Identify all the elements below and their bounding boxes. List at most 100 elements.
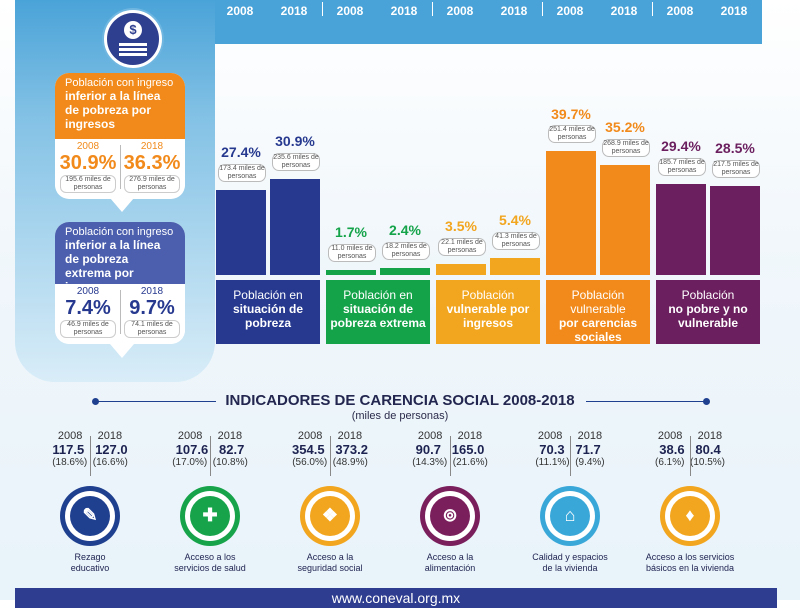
category-label: Población no pobre y no vulnerable — [656, 280, 760, 344]
water-tap-icon: ♦ — [660, 486, 720, 546]
people-label: 185.7 miles de personas — [658, 157, 706, 176]
category-label: Población vulnerable por ingresos — [436, 280, 540, 344]
indicator-caption: Acceso a la seguridad social — [297, 552, 363, 573]
year-label: 2018 — [140, 141, 164, 152]
year-label: 2008 — [666, 4, 694, 18]
income-poverty-panel: $ Población con ingreso inferior a la lí… — [15, 0, 215, 382]
bar-2008 — [326, 269, 376, 275]
card-label: Población con ingreso — [65, 77, 174, 89]
year-label: 2018 — [280, 4, 308, 18]
indicator-years: 2008 2018 — [177, 430, 243, 442]
category-label: Población en situación de pobreza extrema — [326, 280, 430, 344]
indicator-caption: Acceso a los servicios de salud — [174, 552, 246, 573]
value-label: 27.4% — [221, 143, 261, 160]
people-label: 11.0 miles de personas — [328, 243, 376, 262]
value-label: 29.4% — [661, 137, 701, 154]
year-label: 2018 — [720, 4, 748, 18]
money-coin-icon: $ — [104, 10, 162, 68]
indicator-percents: (14.3%) (21.6%) — [412, 457, 488, 468]
people-label: 41.3 miles de personas — [492, 232, 540, 251]
extreme-poverty-card: Población con ingreso inferior a la líne… — [55, 222, 185, 344]
card-header: Población con ingreso inferior a la líne… — [55, 222, 185, 294]
people-label: 173.4 miles de personas — [218, 163, 266, 182]
bar-2018 — [380, 267, 430, 275]
bar-2018 — [270, 178, 320, 275]
percent-value: 7.4% — [65, 297, 111, 319]
income-poverty-card: Población con ingreso inferior a la líne… — [55, 73, 185, 199]
indicator-percents: (56.0%) (48.9%) — [292, 457, 368, 468]
bar-2008 — [436, 264, 486, 275]
year-label: 2008 — [336, 4, 364, 18]
percent-value: 30.9% — [59, 152, 117, 174]
indicator-values: 90.7 165.0 — [415, 442, 485, 457]
bar-2018 — [710, 186, 760, 275]
year-label: 2008 — [76, 141, 100, 152]
value-label: 5.4% — [499, 212, 531, 229]
card-values: 2008 7.4% 46.9 miles de personas 2018 9.… — [55, 284, 185, 344]
value-label: 2.4% — [389, 221, 421, 238]
value-label: 30.9% — [275, 132, 315, 149]
title-rule-dot — [703, 398, 710, 405]
people-label: 268.9 miles de personas — [602, 139, 650, 158]
card-label: Población con ingreso — [65, 226, 174, 238]
indicator-values: 70.3 71.7 — [539, 442, 601, 457]
indicator-percents: (18.6%) (16.6%) — [52, 457, 128, 468]
indicator-years: 2008 2018 — [537, 430, 603, 442]
category-label: Población en situación de pobreza — [216, 280, 320, 344]
indicator-percents: (17.0%) (10.8%) — [172, 457, 248, 468]
bar-2018 — [490, 258, 540, 275]
people-label: 18.2 miles de personas — [382, 241, 430, 260]
indicators-subtitle: (miles de personas) — [351, 410, 449, 422]
people-value: 74.1 miles de personas — [124, 320, 180, 338]
indicator-item: 2008 2018 117.5 127.0 (18.6%) (16.6%) ✎ Reza… — [35, 430, 145, 573]
bar-2018 — [600, 165, 650, 275]
year-header-bar: 2008 2018 2008 2018 2008 2018 2008 2018 … — [214, 0, 762, 44]
indicator-years: 2008 2018 — [57, 430, 123, 442]
indicator-values: 107.6 82.7 — [175, 442, 245, 457]
divider — [542, 2, 543, 16]
indicator-percents: (6.1%) (10.5%) — [654, 457, 726, 468]
category-label: Población vulnerable por carencias sociale… — [546, 280, 650, 344]
people-value: 276.9 miles de personas — [124, 175, 180, 193]
indicator-values: 354.5 373.2 — [292, 442, 368, 457]
title-rule — [586, 401, 706, 402]
doctor-icon: ✚ — [180, 486, 240, 546]
bar-2008 — [216, 189, 266, 275]
value-label: 35.2% — [605, 119, 645, 136]
title-rule — [96, 401, 216, 402]
year-label: 2018 — [500, 4, 528, 18]
card-label-bold: inferior a la línea de pobreza por ingre… — [65, 89, 161, 131]
divider — [432, 2, 433, 16]
value-label: 3.5% — [445, 218, 477, 235]
indicator-caption: Rezago educativo — [70, 552, 110, 573]
indicator-caption: Acceso a los servicios básicos en la vivi… — [645, 552, 735, 573]
year-label: 2008 — [226, 4, 254, 18]
year-label: 2008 — [446, 4, 474, 18]
indicator-percents: (11.1%) (9.4%) — [535, 457, 605, 468]
indicator-values: 38.6 80.4 — [659, 442, 721, 457]
indicator-item: 2008 2018 38.6 80.4 (6.1%) (10.5%) ♦ Acceso … — [635, 430, 745, 573]
indicator-item: 2008 2018 107.6 82.7 (17.0%) (10.8%) ✚ Acces… — [155, 430, 265, 573]
bar-2008 — [656, 183, 706, 275]
people-value: 195.6 miles de personas — [60, 175, 116, 193]
year-label: 2018 — [390, 4, 418, 18]
divider — [652, 2, 653, 16]
card-pointer — [110, 198, 134, 212]
footer-url[interactable]: www.coneval.org.mx — [331, 590, 461, 606]
indicator-values: 117.5 127.0 — [52, 442, 128, 457]
card-header: Población con ingreso inferior a la líne… — [55, 73, 185, 139]
year-label: 2008 — [76, 286, 100, 297]
plate-icon: ⊚ — [420, 486, 480, 546]
social-security-icon: ❖ — [300, 486, 360, 546]
people-label: 217.5 miles de personas — [712, 160, 760, 179]
indicator-years: 2008 2018 — [657, 430, 723, 442]
people-label: 251.4 miles de personas — [548, 125, 596, 144]
value-label: 39.7% — [551, 105, 591, 122]
value-label: 1.7% — [335, 223, 367, 240]
card-values: 2008 30.9% 195.6 miles de personas 2018 … — [55, 139, 185, 199]
pencil-icon: ✎ — [60, 486, 120, 546]
people-value: 46.9 miles de personas — [60, 320, 116, 338]
indicator-caption: Acceso a la alimentación — [424, 552, 476, 573]
card-pointer — [110, 344, 134, 358]
indicator-item: 2008 2018 90.7 165.0 (14.3%) (21.6%) ⊚ Acces… — [395, 430, 505, 573]
